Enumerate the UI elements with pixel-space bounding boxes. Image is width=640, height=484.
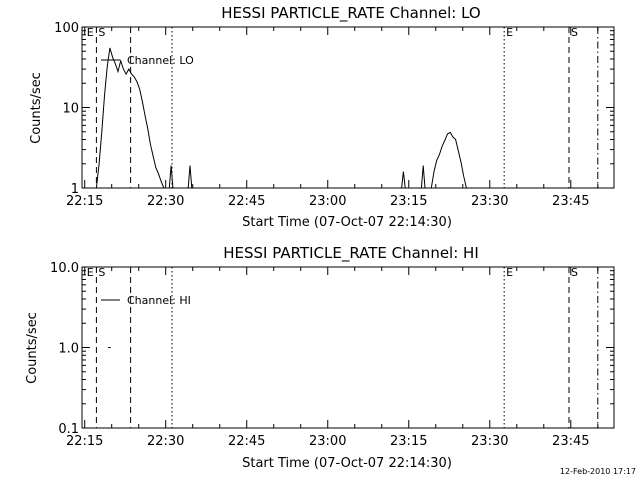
x-tick-label-lo: 22:30	[147, 194, 184, 209]
marker-label-E-hi: E	[87, 266, 94, 279]
series-line-lo	[187, 165, 193, 188]
x-tick-label-hi: 22:45	[228, 434, 265, 449]
marker-label-S-hi: S	[571, 266, 578, 279]
marker-label-E-hi: E	[506, 266, 513, 279]
x-tick-label-lo: 22:15	[66, 194, 103, 209]
timestamp-stamp: 12-Feb-2010 17:17	[560, 467, 636, 476]
y-axis-label-lo: Counts/sec	[29, 72, 44, 144]
series-line-lo	[430, 131, 467, 188]
marker-label-S-hi: S	[98, 266, 105, 279]
x-tick-label-hi: 23:15	[390, 434, 427, 449]
series-line-lo	[401, 171, 406, 188]
marker-label-E-lo: E	[87, 26, 94, 39]
x-axis-label-hi: Start Time (07-Oct-07 22:14:30)	[242, 456, 452, 471]
y-tick-label-lo: 1	[71, 182, 79, 197]
x-tick-label-lo: 23:15	[390, 194, 427, 209]
x-tick-label-hi: 23:30	[471, 434, 508, 449]
marker-label-E-lo: E	[506, 26, 513, 39]
y-tick-label-hi: 0.1	[58, 422, 79, 437]
marker-label-S-lo: S	[98, 26, 105, 39]
series-line-lo	[168, 165, 174, 188]
legend-label-hi: Channel: HI	[127, 294, 191, 307]
x-axis-label-lo: Start Time (07-Oct-07 22:14:30)	[242, 215, 452, 230]
plot-frame-lo	[81, 26, 615, 189]
chart-title-lo: HESSI PARTICLE_RATE Channel: LO	[221, 4, 480, 23]
y-tick-label-lo: 10	[62, 102, 79, 117]
x-tick-label-hi: 22:15	[66, 434, 103, 449]
y-tick-label-hi: 1.0	[58, 342, 79, 357]
y-axis-label-hi: Counts/sec	[25, 312, 40, 384]
x-tick-label-hi: 23:45	[552, 434, 589, 449]
x-tick-label-lo: 23:45	[552, 194, 589, 209]
y-tick-label-hi: 10.0	[50, 261, 79, 276]
legend-label-lo: Channel: LO	[127, 54, 194, 67]
x-tick-label-lo: 22:45	[228, 194, 265, 209]
plot-frame-hi	[81, 266, 615, 429]
x-tick-label-hi: 22:30	[147, 434, 184, 449]
x-tick-label-lo: 23:00	[309, 194, 346, 209]
chart-title-hi: HESSI PARTICLE_RATE Channel: HI	[223, 244, 479, 263]
series-line-lo	[95, 47, 165, 188]
x-tick-label-lo: 23:30	[471, 194, 508, 209]
x-tick-label-hi: 23:00	[309, 434, 346, 449]
series-line-lo	[420, 165, 426, 188]
y-tick-label-lo: 100	[54, 21, 79, 36]
marker-label-S-lo: S	[571, 26, 578, 39]
